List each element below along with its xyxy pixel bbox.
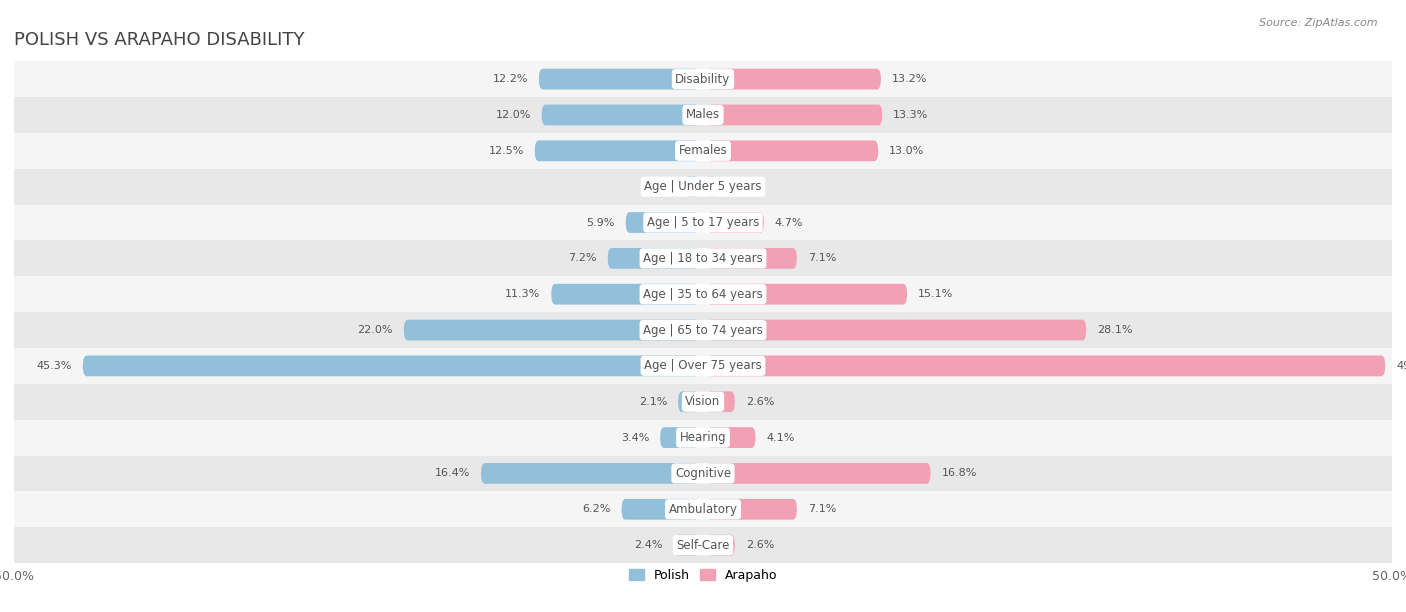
FancyBboxPatch shape <box>707 427 755 448</box>
Text: 2.6%: 2.6% <box>745 397 775 407</box>
Text: POLISH VS ARAPAHO DISABILITY: POLISH VS ARAPAHO DISABILITY <box>14 31 305 48</box>
FancyBboxPatch shape <box>707 356 1385 376</box>
Bar <box>14 527 1392 563</box>
Text: 12.0%: 12.0% <box>495 110 531 120</box>
Bar <box>14 348 1392 384</box>
FancyBboxPatch shape <box>83 356 699 376</box>
Text: Age | 5 to 17 years: Age | 5 to 17 years <box>647 216 759 229</box>
Text: 45.3%: 45.3% <box>37 361 72 371</box>
FancyBboxPatch shape <box>707 105 882 125</box>
Text: 1.3%: 1.3% <box>728 182 756 192</box>
Text: Vision: Vision <box>685 395 721 408</box>
Text: 22.0%: 22.0% <box>357 325 392 335</box>
Text: Cognitive: Cognitive <box>675 467 731 480</box>
Bar <box>14 455 1392 491</box>
Text: 4.1%: 4.1% <box>766 433 794 442</box>
FancyBboxPatch shape <box>707 69 882 89</box>
Text: 16.8%: 16.8% <box>942 468 977 479</box>
FancyBboxPatch shape <box>707 499 797 520</box>
Text: 13.2%: 13.2% <box>891 74 927 84</box>
Text: Self-Care: Self-Care <box>676 539 730 551</box>
Text: 28.1%: 28.1% <box>1097 325 1133 335</box>
Text: 6.2%: 6.2% <box>582 504 610 514</box>
Bar <box>14 420 1392 455</box>
Bar <box>14 241 1392 276</box>
Bar <box>14 276 1392 312</box>
Text: Age | Under 5 years: Age | Under 5 years <box>644 180 762 193</box>
FancyBboxPatch shape <box>678 391 699 412</box>
Text: 5.9%: 5.9% <box>586 217 614 228</box>
FancyBboxPatch shape <box>707 319 1087 340</box>
Text: 7.1%: 7.1% <box>807 504 837 514</box>
Text: Age | Over 75 years: Age | Over 75 years <box>644 359 762 372</box>
FancyBboxPatch shape <box>404 319 699 340</box>
FancyBboxPatch shape <box>661 427 699 448</box>
Text: 49.8%: 49.8% <box>1396 361 1406 371</box>
Bar <box>14 491 1392 527</box>
Text: 15.1%: 15.1% <box>918 289 953 299</box>
Text: 2.6%: 2.6% <box>745 540 775 550</box>
Bar <box>14 133 1392 169</box>
Text: 13.3%: 13.3% <box>893 110 928 120</box>
FancyBboxPatch shape <box>685 176 699 197</box>
FancyBboxPatch shape <box>707 463 931 484</box>
Text: Hearing: Hearing <box>679 431 727 444</box>
FancyBboxPatch shape <box>481 463 699 484</box>
Text: 7.1%: 7.1% <box>807 253 837 263</box>
FancyBboxPatch shape <box>607 248 699 269</box>
FancyBboxPatch shape <box>534 140 699 161</box>
Text: 2.4%: 2.4% <box>634 540 664 550</box>
Text: 1.6%: 1.6% <box>645 182 673 192</box>
Text: 12.5%: 12.5% <box>488 146 524 156</box>
Text: Age | 65 to 74 years: Age | 65 to 74 years <box>643 324 763 337</box>
FancyBboxPatch shape <box>707 248 797 269</box>
Text: Source: ZipAtlas.com: Source: ZipAtlas.com <box>1260 18 1378 28</box>
FancyBboxPatch shape <box>551 284 699 305</box>
Text: Age | 18 to 34 years: Age | 18 to 34 years <box>643 252 763 265</box>
FancyBboxPatch shape <box>707 535 735 556</box>
Bar <box>14 312 1392 348</box>
Text: 13.0%: 13.0% <box>889 146 924 156</box>
FancyBboxPatch shape <box>707 140 879 161</box>
Text: 2.1%: 2.1% <box>638 397 668 407</box>
FancyBboxPatch shape <box>621 499 699 520</box>
FancyBboxPatch shape <box>541 105 699 125</box>
Legend: Polish, Arapaho: Polish, Arapaho <box>624 564 782 587</box>
Text: 7.2%: 7.2% <box>568 253 598 263</box>
Text: 12.2%: 12.2% <box>492 74 529 84</box>
Bar <box>14 169 1392 204</box>
FancyBboxPatch shape <box>538 69 699 89</box>
Text: 4.7%: 4.7% <box>775 217 803 228</box>
Bar <box>14 61 1392 97</box>
Text: 3.4%: 3.4% <box>621 433 650 442</box>
FancyBboxPatch shape <box>707 176 717 197</box>
FancyBboxPatch shape <box>707 391 735 412</box>
Text: 16.4%: 16.4% <box>434 468 470 479</box>
FancyBboxPatch shape <box>673 535 699 556</box>
Text: Ambulatory: Ambulatory <box>668 503 738 516</box>
Bar <box>14 97 1392 133</box>
Text: 11.3%: 11.3% <box>505 289 540 299</box>
Text: Males: Males <box>686 108 720 121</box>
FancyBboxPatch shape <box>707 284 907 305</box>
Text: Females: Females <box>679 144 727 157</box>
FancyBboxPatch shape <box>707 212 763 233</box>
Text: Age | 35 to 64 years: Age | 35 to 64 years <box>643 288 763 300</box>
Text: Disability: Disability <box>675 73 731 86</box>
Bar <box>14 384 1392 420</box>
FancyBboxPatch shape <box>626 212 699 233</box>
Bar <box>14 204 1392 241</box>
